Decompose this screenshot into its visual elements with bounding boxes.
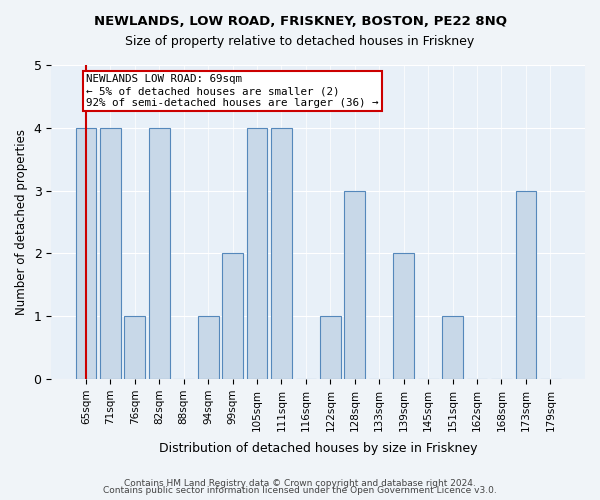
Bar bbox=[442, 316, 463, 379]
Bar bbox=[515, 190, 536, 379]
Text: NEWLANDS LOW ROAD: 69sqm
← 5% of detached houses are smaller (2)
92% of semi-det: NEWLANDS LOW ROAD: 69sqm ← 5% of detache… bbox=[86, 74, 379, 108]
Bar bbox=[76, 128, 97, 379]
Bar bbox=[271, 128, 292, 379]
Text: Contains HM Land Registry data © Crown copyright and database right 2024.: Contains HM Land Registry data © Crown c… bbox=[124, 478, 476, 488]
Bar bbox=[124, 316, 145, 379]
Text: NEWLANDS, LOW ROAD, FRISKNEY, BOSTON, PE22 8NQ: NEWLANDS, LOW ROAD, FRISKNEY, BOSTON, PE… bbox=[94, 15, 506, 28]
Bar bbox=[149, 128, 170, 379]
Y-axis label: Number of detached properties: Number of detached properties bbox=[15, 129, 28, 315]
Text: Contains public sector information licensed under the Open Government Licence v3: Contains public sector information licen… bbox=[103, 486, 497, 495]
Bar bbox=[394, 254, 414, 379]
Bar bbox=[198, 316, 218, 379]
Bar bbox=[344, 190, 365, 379]
Bar bbox=[222, 254, 243, 379]
Bar bbox=[100, 128, 121, 379]
Bar bbox=[247, 128, 268, 379]
Text: Size of property relative to detached houses in Friskney: Size of property relative to detached ho… bbox=[125, 35, 475, 48]
X-axis label: Distribution of detached houses by size in Friskney: Distribution of detached houses by size … bbox=[159, 442, 478, 455]
Bar bbox=[320, 316, 341, 379]
